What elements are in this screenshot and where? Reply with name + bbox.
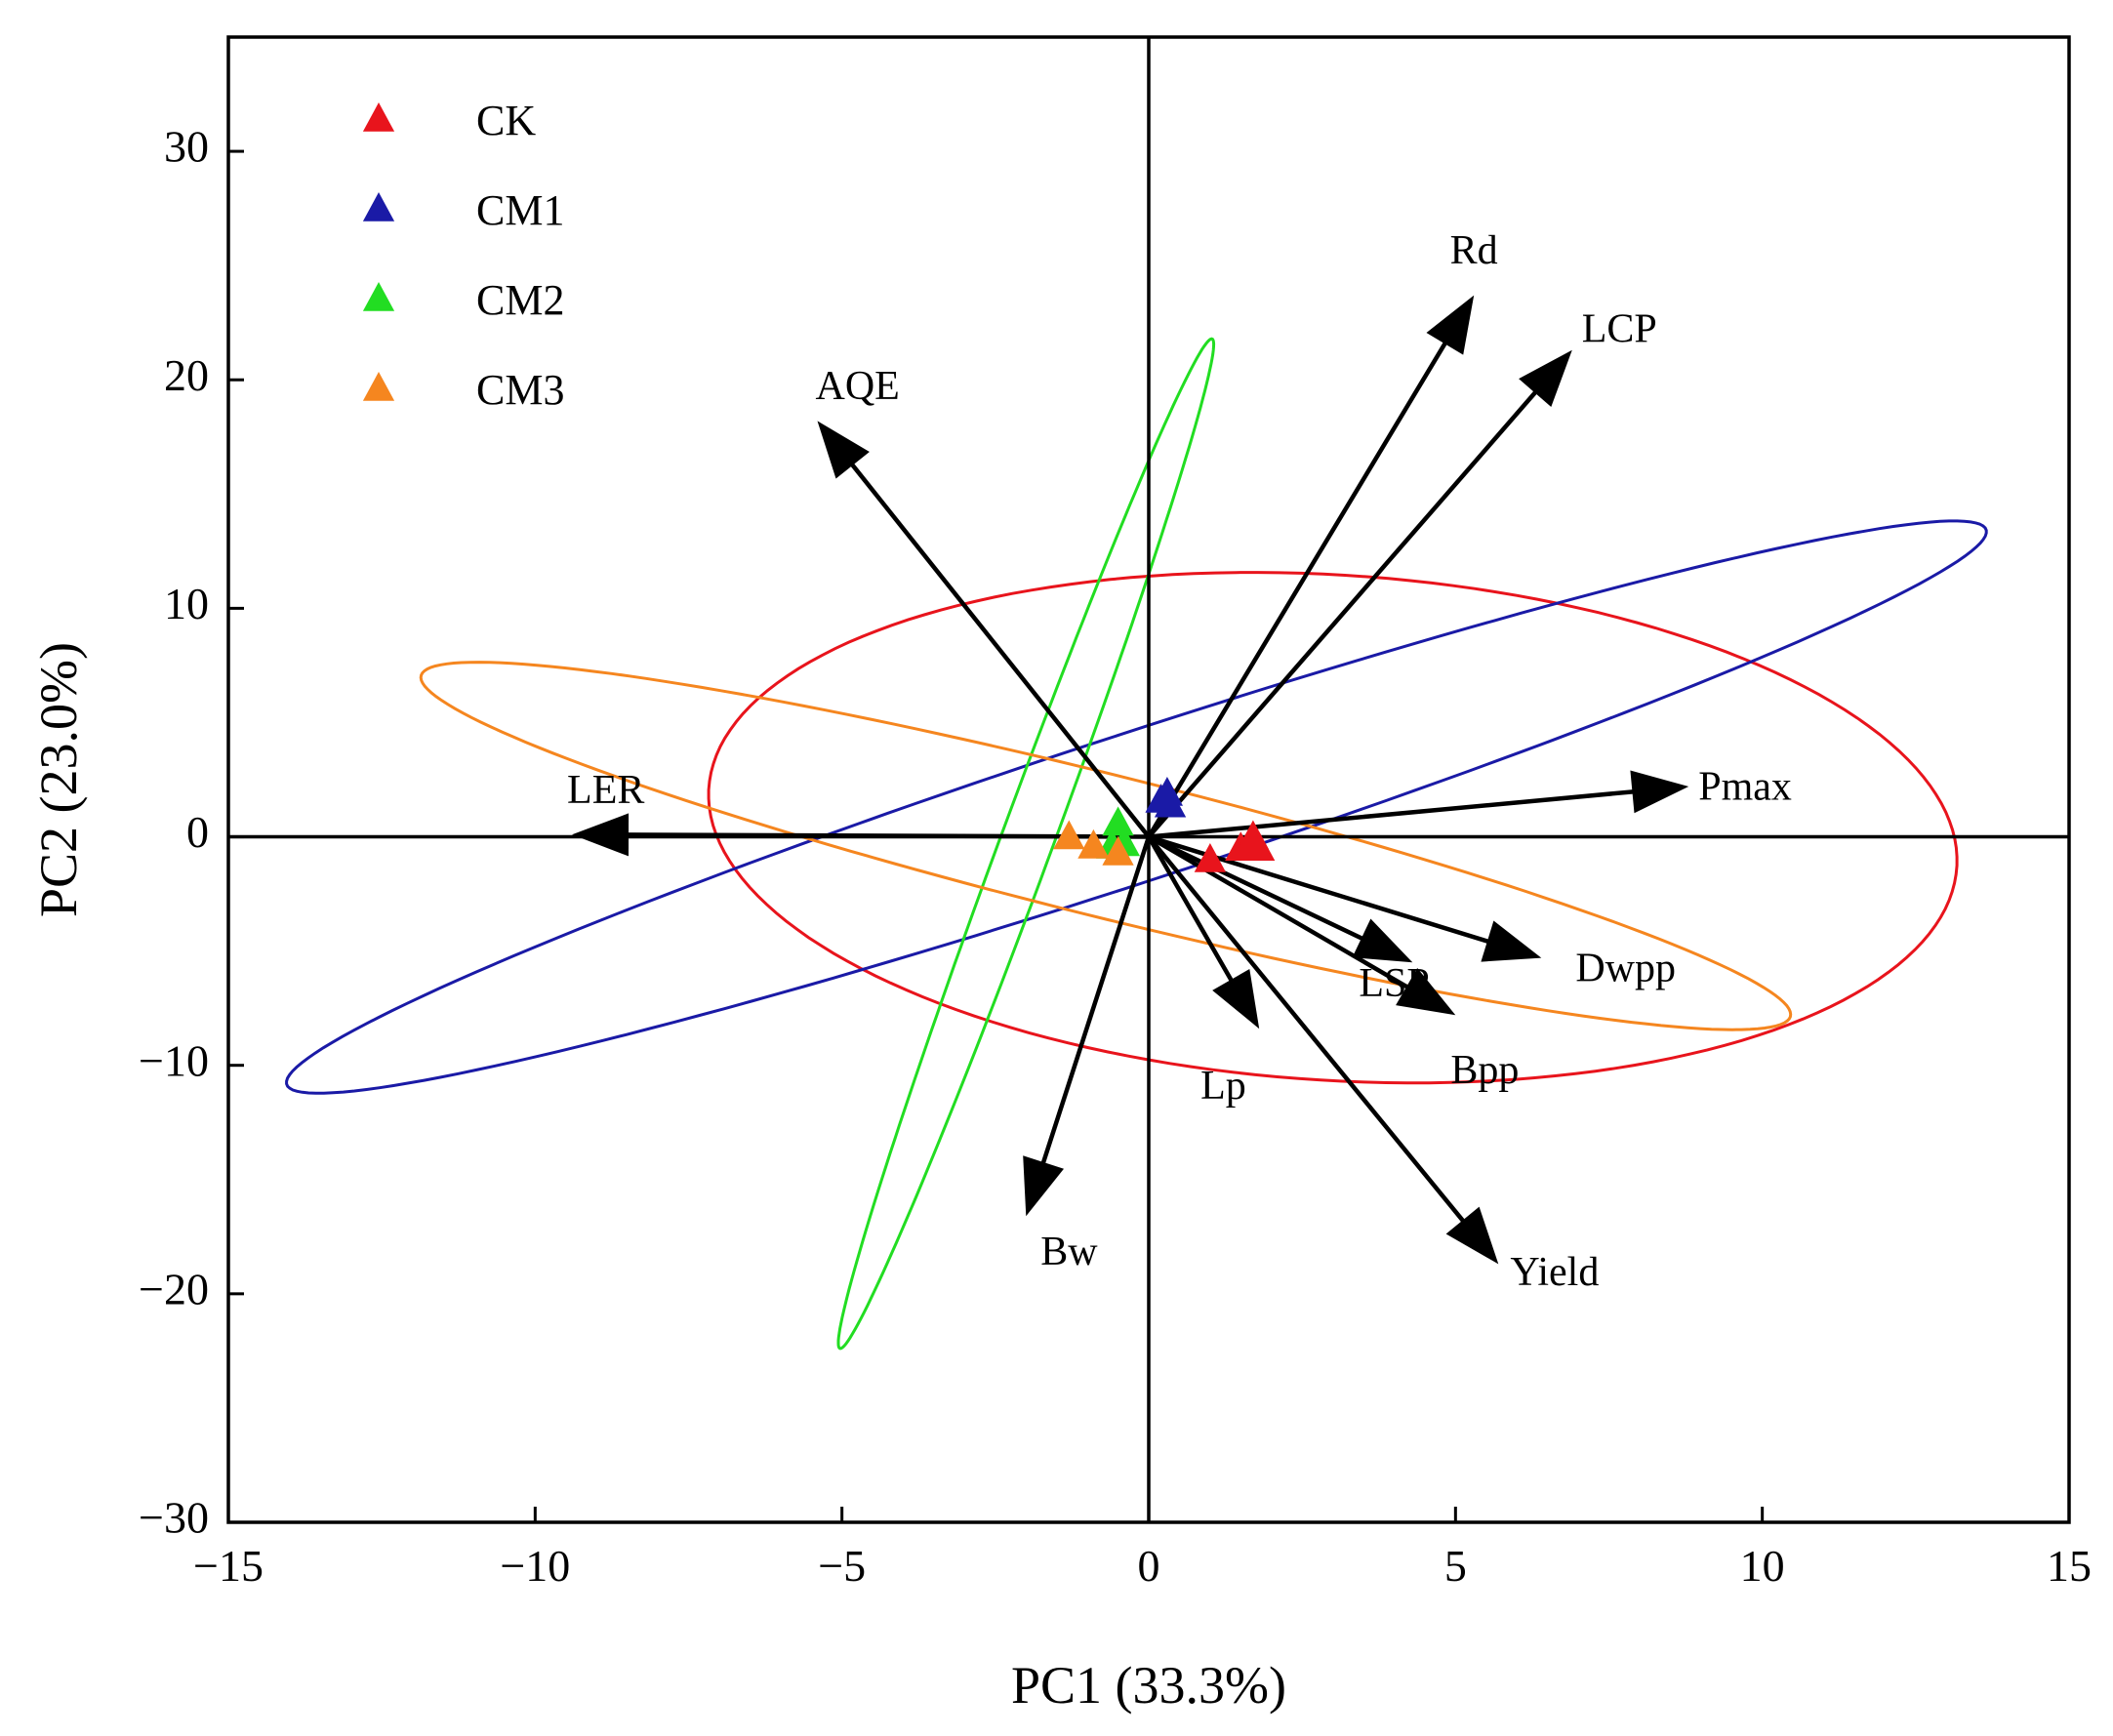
x-tick-label: 10	[1740, 1541, 1785, 1591]
legend-label-ck: CK	[476, 97, 536, 144]
arrow-shaft	[1039, 835, 1152, 1169]
legend-label-cm1: CM1	[476, 186, 564, 234]
arrow-head	[1396, 968, 1456, 1016]
arrow-head	[1445, 1206, 1499, 1265]
arrow-head	[817, 421, 870, 479]
loading-label-dwpp: Dwpp	[1575, 946, 1676, 990]
legend-label-cm2: CM2	[476, 276, 564, 324]
loading-label-lcp: LCP	[1582, 306, 1657, 351]
legend-marker-ck	[362, 102, 395, 132]
legend-marker-cm1	[362, 192, 395, 222]
arrow-shaft	[1147, 835, 1237, 987]
point-cm2-1	[1102, 806, 1134, 836]
loading-label-yield: Yield	[1510, 1250, 1599, 1295]
y-tick-label: 0	[186, 807, 209, 857]
legend-item-cm3: CM3	[362, 366, 564, 414]
ellipse-cm3	[419, 661, 1793, 1031]
arrow-shaft	[1147, 386, 1541, 839]
zero-reference-lines	[228, 37, 2069, 1522]
x-axis-title: PC1 (33.3%)	[1011, 1656, 1286, 1715]
loading-label-ler: LER	[567, 768, 644, 813]
loading-label-bpp: Bpp	[1450, 1048, 1519, 1093]
sample-points	[1053, 777, 1276, 872]
loading-label-bw: Bw	[1040, 1230, 1098, 1274]
arrow-head	[1212, 969, 1260, 1029]
loading-arrow-pmax	[1148, 770, 1689, 839]
x-tick-label: 0	[1138, 1541, 1160, 1591]
loading-arrow-aqe	[817, 421, 1151, 838]
point-ck-4	[1243, 831, 1276, 861]
ellipse-cm1	[285, 519, 1988, 1095]
legend-marker-cm3	[362, 372, 395, 401]
loading-arrow-yield	[1147, 835, 1499, 1265]
x-tick-label: 15	[2047, 1541, 2092, 1591]
loading-label-rd: Rd	[1450, 228, 1498, 273]
y-tick-label: −30	[139, 1493, 209, 1543]
loading-label-aqe: AQE	[816, 364, 900, 409]
point-cm3-2	[1077, 828, 1110, 859]
x-tick-label: −5	[818, 1541, 866, 1591]
loading-arrow-lcp	[1147, 349, 1572, 839]
y-tick-label: −20	[139, 1264, 209, 1313]
arrow-head	[1023, 1155, 1064, 1217]
loading-labels: Rd LCP AQE LER Pmax LSP Dwpp Bpp Lp Yield Bw	[567, 228, 1792, 1295]
ellipse-ck	[707, 571, 1959, 1085]
legend-item-ck: CK	[362, 97, 536, 144]
arrow-shaft	[1147, 835, 1469, 1227]
loading-label-lsp: LSP	[1359, 961, 1429, 1006]
loading-arrow-rd	[1147, 295, 1475, 838]
y-tick-label: 20	[164, 350, 209, 400]
arrow-shaft	[1147, 834, 1413, 991]
x-tick-label: −10	[500, 1541, 570, 1591]
point-cm1-3	[1154, 787, 1187, 818]
confidence-ellipses	[285, 337, 1988, 1351]
loading-arrow-lp	[1147, 835, 1260, 1029]
arrow-shaft	[1148, 788, 1639, 839]
legend: CK CM1 CM2 CM3	[362, 97, 564, 414]
ellipse-cm2	[836, 337, 1216, 1351]
arrow-shaft	[1147, 338, 1450, 838]
arrow-head	[1352, 918, 1413, 963]
arrow-shaft	[847, 459, 1151, 838]
x-tick-label: −15	[193, 1541, 264, 1591]
x-tick-label: 5	[1444, 1541, 1467, 1591]
legend-item-cm1: CM1	[362, 186, 564, 234]
arrow-head	[1481, 920, 1542, 962]
axes: −15 −10 −5 0 5 10 15 −30 −20 −10 0 10 20 30 PC1 (33.3%…	[29, 35, 2092, 1715]
point-cm3-3	[1102, 835, 1134, 866]
point-ck-1	[1194, 843, 1226, 872]
arrow-head	[1519, 349, 1572, 407]
loading-label-pmax: Pmax	[1698, 765, 1792, 810]
loading-arrow-bpp	[1147, 834, 1456, 1016]
y-tick-label: −10	[139, 1035, 209, 1085]
point-cm3-1	[1053, 820, 1085, 850]
legend-label-cm3: CM3	[476, 366, 564, 414]
legend-marker-cm2	[362, 282, 395, 311]
loading-arrow-lsp	[1148, 834, 1413, 963]
arrow-head	[1630, 770, 1689, 814]
loading-label-lp: Lp	[1200, 1064, 1246, 1109]
arrow-shaft	[1148, 834, 1368, 943]
legend-item-cm2: CM2	[362, 276, 564, 324]
loading-vectors	[572, 295, 1689, 1265]
y-tick-label: 30	[164, 122, 209, 172]
loading-arrow-bw	[1023, 835, 1152, 1217]
y-tick-label: 10	[164, 579, 209, 628]
arrow-head	[572, 813, 630, 857]
y-axis-title: PC2 (23.0%)	[29, 642, 88, 917]
arrow-head	[1426, 295, 1475, 355]
